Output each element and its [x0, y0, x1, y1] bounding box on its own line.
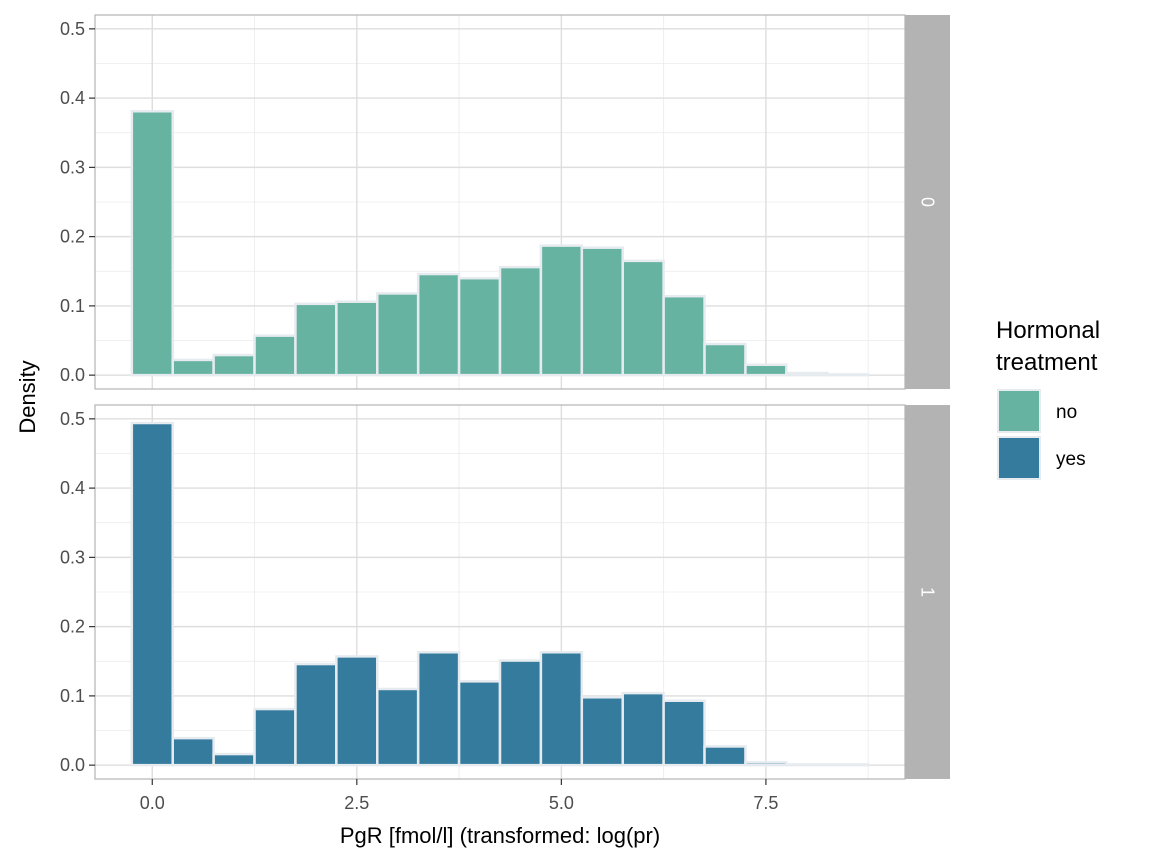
legend-title-line1: Hormonal: [996, 317, 1100, 344]
y-tick-label: 0.5: [60, 19, 85, 39]
histogram-bar: [826, 373, 870, 377]
histogram-bar: [212, 353, 256, 377]
x-tick-label: 0.0: [140, 793, 165, 813]
histogram-bar: [744, 363, 788, 377]
legend-label-no: no: [1056, 402, 1077, 423]
y-tick-label: 0.4: [60, 88, 85, 108]
histogram-bar: [171, 358, 215, 377]
y-tick-label: 0.5: [60, 409, 85, 429]
histogram-bar: [498, 265, 543, 377]
y-tick-label: 0.1: [60, 686, 85, 706]
x-axis-title: PgR [fmol/l] (transformed: log(pr): [340, 823, 660, 848]
facet-strip: 1: [905, 405, 950, 779]
histogram-bar: [294, 302, 338, 377]
histogram-bar: [498, 659, 543, 767]
y-tick-label: 0.4: [60, 478, 85, 498]
facet-strip-background: [905, 15, 950, 389]
histogram-bar: [294, 662, 338, 767]
histogram-bar: [130, 110, 174, 377]
histogram-bar: [662, 294, 706, 377]
histogram-bar: [416, 272, 461, 377]
panel-0: 0.0 0.1 0.2 0.3 0.4 0.5 0: [60, 14, 950, 390]
y-tick-label: 0.1: [60, 296, 85, 316]
histogram-bar: [253, 334, 297, 377]
y-tick-label: 0.0: [60, 365, 85, 385]
histogram-bar: [539, 244, 584, 377]
histogram-bar: [744, 761, 788, 767]
y-axis-title: Density: [15, 360, 40, 433]
x-tick-label: 7.5: [753, 793, 778, 813]
histogram-bar: [253, 707, 297, 767]
y-tick-label: 0.0: [60, 755, 85, 775]
facet-strip: 0: [905, 15, 950, 389]
histogram-bar: [785, 371, 829, 377]
legend-title-line2: treatment: [996, 349, 1098, 376]
histogram-bar: [416, 651, 461, 767]
histogram-bar: [376, 687, 420, 767]
histogram-bar: [376, 292, 420, 377]
facet-strip-label: 0: [918, 197, 938, 207]
histogram-bar: [703, 745, 747, 767]
panels-layer: 0.0 0.1 0.2 0.3 0.4 0.5 0 0.0 0.1 0.2 0.3 0.4 0.5 1: [60, 14, 950, 780]
legend: Hormonal treatment no yes: [996, 317, 1100, 480]
legend-label-yes: yes: [1056, 449, 1086, 470]
histogram-bar: [621, 691, 665, 767]
histogram-bar: [621, 259, 665, 377]
histogram-bar: [457, 680, 502, 767]
histogram-bar: [785, 763, 829, 767]
histogram-bar: [826, 763, 870, 767]
histogram-bar: [703, 342, 747, 377]
histogram-bar: [212, 752, 256, 767]
histogram-bar: [539, 651, 584, 767]
facet-strip-label: 1: [918, 587, 938, 597]
y-tick-label: 0.2: [60, 617, 85, 637]
histogram-bar: [171, 736, 215, 767]
histogram-bar: [335, 300, 379, 377]
y-tick-label: 0.3: [60, 157, 85, 177]
y-tick-label: 0.2: [60, 227, 85, 247]
histogram-bar: [335, 655, 379, 767]
legend-key-no: [997, 389, 1041, 433]
histogram-bar: [580, 696, 624, 767]
legend-key-yes: [997, 436, 1041, 480]
y-tick-label: 0.3: [60, 547, 85, 567]
x-axis: 0.0 2.5 5.0 7.5: [140, 779, 778, 813]
x-tick-label: 5.0: [549, 793, 574, 813]
histogram-bar: [662, 699, 706, 767]
histogram-bar: [457, 276, 502, 377]
facet-strip-background: [905, 405, 950, 779]
panel-1: 0.0 0.1 0.2 0.3 0.4 0.5 1: [60, 404, 950, 780]
x-tick-label: 2.5: [344, 793, 369, 813]
histogram-bar: [580, 246, 624, 377]
histogram-bar: [130, 421, 174, 767]
